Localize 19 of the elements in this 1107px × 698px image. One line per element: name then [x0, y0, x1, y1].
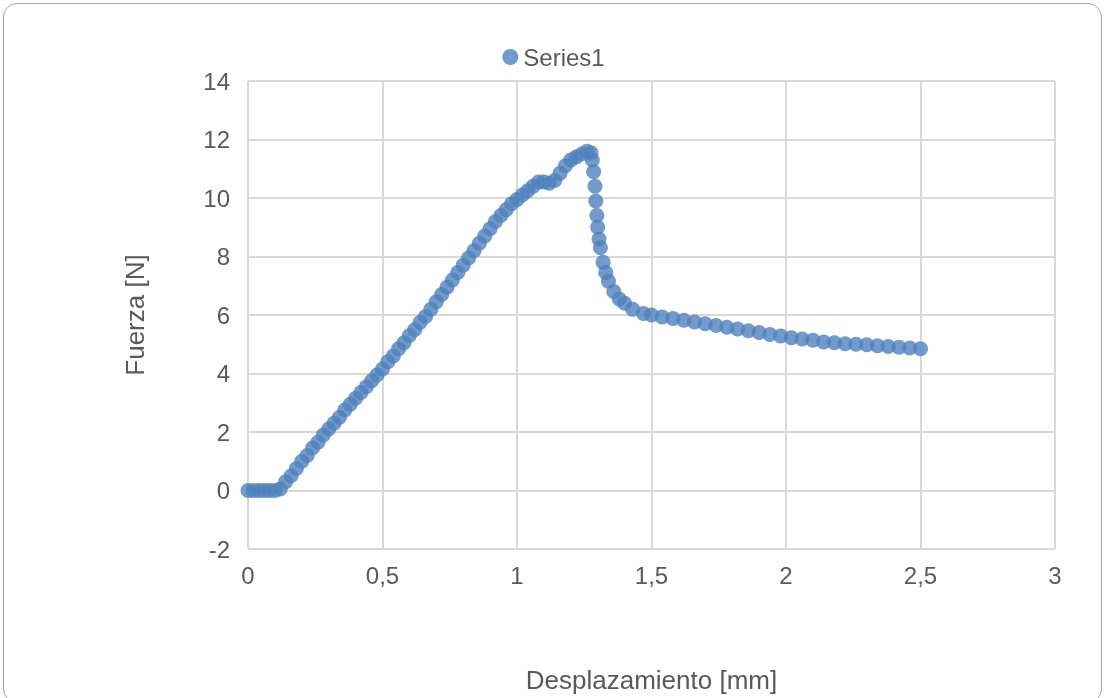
y-tick-label: 10	[203, 184, 230, 212]
y-tick-label: -2	[208, 535, 230, 563]
x-tick-label: 1,5	[634, 561, 669, 589]
x-tick-label: 3	[1048, 561, 1062, 589]
y-tick-label: 2	[216, 418, 230, 446]
x-axis-title: Desplazamiento [mm]	[525, 665, 778, 695]
y-tick-label: 4	[216, 360, 230, 387]
y-axis-title: Fuerza [N]	[120, 254, 150, 376]
y-tick-label: 12	[203, 126, 230, 153]
x-tick-label: 0,5	[365, 561, 400, 589]
y-tick-label: 0	[216, 477, 230, 504]
y-tick-label: 8	[216, 243, 230, 270]
x-tick-label: 0	[241, 561, 255, 589]
x-tick-label: 2	[779, 561, 793, 589]
y-tick-label: 14	[203, 67, 230, 95]
x-tick-label: 1	[510, 561, 524, 589]
legend-label: Series1	[523, 43, 605, 71]
x-tick-label: 2,5	[903, 561, 938, 589]
y-tick-label: 6	[216, 301, 230, 329]
